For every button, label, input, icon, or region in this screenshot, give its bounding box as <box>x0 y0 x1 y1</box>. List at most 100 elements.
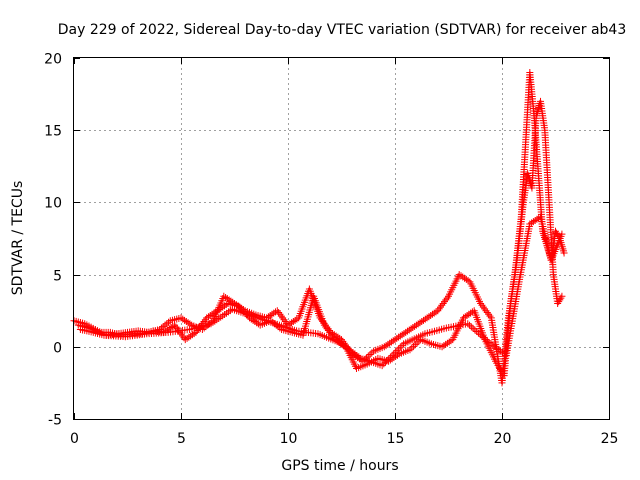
data-point <box>204 313 212 321</box>
data-point <box>483 337 491 345</box>
data-marks <box>70 68 568 387</box>
x-tick-label: 10 <box>280 431 298 447</box>
data-point <box>445 338 453 346</box>
data-point <box>427 312 435 320</box>
data-point <box>473 328 481 336</box>
data-point <box>324 327 332 335</box>
data-point <box>387 338 395 346</box>
data-point <box>266 312 274 320</box>
data-point <box>326 328 334 336</box>
data-point <box>270 309 278 317</box>
data-point <box>320 321 328 329</box>
data-point <box>281 318 289 326</box>
data-point <box>411 322 419 330</box>
data-point <box>217 304 225 312</box>
data-point <box>159 323 167 331</box>
data-point <box>418 318 426 326</box>
data-point <box>215 305 223 313</box>
data-point <box>476 331 484 339</box>
data-point <box>384 340 392 348</box>
chart-title: Day 229 of 2022, Sidereal Day-to-day VTE… <box>58 22 627 38</box>
data-point <box>409 324 417 332</box>
data-point <box>184 319 192 327</box>
data-point <box>531 216 539 224</box>
data-point <box>465 310 473 318</box>
y-tick-label: -5 <box>48 413 62 429</box>
data-point <box>560 249 568 257</box>
data-point <box>553 229 561 237</box>
data-point <box>385 355 393 363</box>
data-point <box>467 323 475 331</box>
data-point <box>440 342 448 350</box>
data-point <box>403 327 411 335</box>
data-point <box>273 307 281 315</box>
data-point <box>395 333 403 341</box>
data-point <box>208 310 216 318</box>
data-point <box>556 296 564 304</box>
data-point <box>187 332 195 340</box>
data-point <box>526 220 534 228</box>
data-point <box>486 312 494 320</box>
data-point <box>482 307 490 315</box>
y-tick-label: 0 <box>53 341 62 357</box>
data-point <box>469 324 477 332</box>
data-point <box>291 316 299 324</box>
data-point <box>322 323 330 331</box>
data-point <box>402 328 410 336</box>
x-tick-label: 0 <box>70 431 79 447</box>
data-point <box>272 308 280 316</box>
data-point <box>414 320 422 328</box>
data-point <box>463 312 471 320</box>
x-tick-label: 20 <box>494 431 512 447</box>
data-point <box>443 294 451 302</box>
data-point <box>442 340 450 348</box>
data-point <box>555 298 563 306</box>
data-point <box>386 353 394 361</box>
data-point <box>225 296 233 304</box>
data-point <box>447 337 455 345</box>
data-point <box>435 305 443 313</box>
data-point <box>398 331 406 339</box>
data-point <box>398 342 406 350</box>
data-point <box>382 342 390 350</box>
data-point <box>478 332 486 340</box>
x-tick-label: 5 <box>177 431 186 447</box>
plot-frame <box>73 57 610 420</box>
data-point <box>406 346 414 354</box>
y-axis-label: SDTVAR / TECUs <box>10 181 26 296</box>
data-point <box>558 230 566 238</box>
data-point <box>436 303 444 311</box>
data-point <box>165 325 173 333</box>
data-point <box>558 292 566 300</box>
data-point <box>378 362 386 370</box>
data-point <box>201 316 209 324</box>
data-point <box>177 330 185 338</box>
data-point <box>171 321 179 329</box>
y-tick-label: 5 <box>53 269 62 285</box>
data-point <box>430 309 438 317</box>
data-point <box>203 314 211 322</box>
data-point <box>161 321 169 329</box>
data-point <box>391 348 399 356</box>
data-point <box>438 343 446 351</box>
data-point <box>471 326 479 334</box>
data-point <box>180 334 188 342</box>
data-point <box>462 275 470 283</box>
data-point <box>268 310 276 318</box>
data-point <box>407 325 415 333</box>
data-point <box>466 321 474 329</box>
data-point <box>482 335 490 343</box>
data-point <box>390 350 398 358</box>
data-point <box>411 341 419 349</box>
data-point <box>412 321 420 329</box>
data-point <box>181 336 189 344</box>
data-point <box>185 333 193 341</box>
data-point <box>381 358 389 366</box>
data-point <box>459 273 467 281</box>
data-point <box>277 312 285 320</box>
data-point <box>213 307 221 315</box>
data-point <box>391 336 399 344</box>
data-point <box>276 310 284 318</box>
data-point <box>416 319 424 327</box>
data-point <box>251 318 259 326</box>
